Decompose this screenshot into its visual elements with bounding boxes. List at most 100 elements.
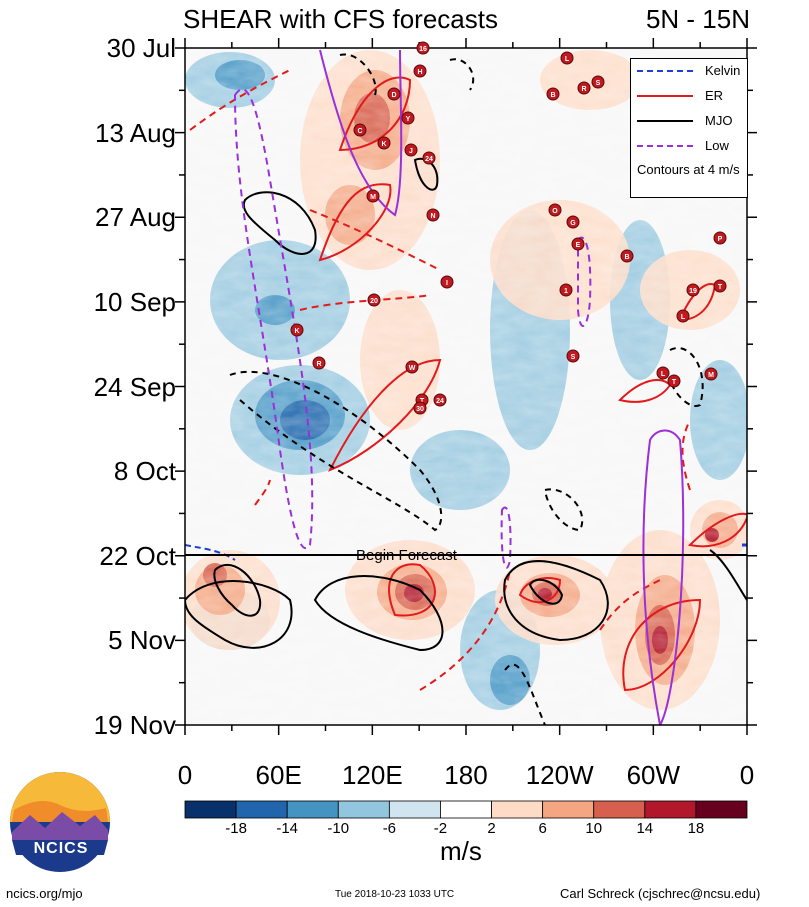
timestamp: Tue 2018-10-23 1033 UTC [335, 889, 455, 900]
storm-marker-icon [620, 249, 634, 263]
ncics-logo [10, 772, 110, 872]
storm-marker-label: 30 [416, 406, 424, 413]
storm-marker-icon [548, 203, 562, 217]
storm-marker-icon [591, 75, 605, 89]
storm-marker-label: L [661, 371, 666, 378]
y-tick-label: 22 Oct [99, 540, 176, 571]
storm-marker-label: W [409, 365, 416, 372]
y-tick-label: 19 Nov [93, 710, 176, 740]
storm-marker-label: S [571, 354, 576, 361]
storm-marker: M [366, 189, 380, 203]
x-tick-label: 120W [525, 760, 594, 790]
low-line-swatch [637, 145, 693, 147]
storm-marker-icon [401, 111, 415, 125]
storm-marker: K [290, 323, 304, 337]
units-label: m/s [440, 836, 482, 866]
x-tick-label: 0 [739, 760, 755, 790]
colorbar-swatch [695, 800, 748, 819]
storm-marker-label: N [430, 213, 435, 220]
storm-marker: 19 [686, 283, 700, 297]
latitude-band: 5N - 15N [645, 4, 750, 34]
kelvin-line-swatch [637, 70, 693, 72]
storm-marker-icon [413, 64, 427, 78]
storm-marker-icon [366, 189, 380, 203]
colorbar-label: 14 [636, 820, 654, 837]
colorbar-label: -18 [225, 820, 247, 837]
storm-marker-label: E [576, 242, 581, 249]
storm-marker-icon [566, 349, 580, 363]
storm-marker-label: B [550, 92, 555, 99]
storm-marker: T [713, 279, 727, 293]
storm-marker-label: 19 [689, 288, 697, 295]
storm-marker-label: K [294, 328, 299, 335]
colorbar-swatch [286, 800, 339, 819]
site-url[interactable]: ncics.org/mjo [6, 886, 83, 901]
storm-marker-label: R [316, 361, 321, 368]
storm-marker: 16 [416, 41, 430, 55]
storm-marker: 20 [367, 293, 381, 307]
mjo-line-swatch [637, 120, 693, 122]
storm-marker: R [312, 356, 326, 370]
colorbar-swatch [388, 800, 441, 819]
storm-marker: 1 [559, 283, 573, 297]
colorbar-label: -6 [382, 820, 397, 837]
storm-marker-label: Y [406, 116, 411, 123]
legend-item-er: ER [637, 86, 747, 106]
legend: Kelvin ER MJO Low Contours at 4 m/s [630, 58, 748, 198]
colorbar-swatch [644, 800, 697, 819]
chart-title: SHEAR with CFS forecasts [183, 4, 498, 34]
legend-item-low: Low [637, 136, 747, 156]
storm-marker: T [667, 374, 681, 388]
storm-marker-label: 24 [425, 156, 433, 163]
storm-marker-label: 1 [564, 288, 568, 295]
storm-marker: L [676, 309, 690, 323]
storm-marker: N [426, 208, 440, 222]
storm-marker-icon [440, 275, 454, 289]
storm-marker: R [577, 81, 591, 95]
storm-marker-icon [546, 87, 560, 101]
storm-marker-icon [413, 401, 427, 415]
storm-marker-label: H [417, 69, 422, 76]
colorbar-label: -10 [327, 820, 350, 837]
storm-marker-icon [704, 367, 718, 381]
x-tick-label: 60W [626, 760, 681, 790]
storm-marker-label: J [409, 148, 413, 155]
storm-marker-label: T [718, 284, 723, 291]
er-line-swatch [637, 95, 693, 97]
legend-label: Kelvin [705, 63, 741, 78]
storm-marker-icon [405, 360, 419, 374]
storm-marker-label: M [370, 194, 376, 201]
colorbar-swatch [184, 800, 237, 819]
storm-marker: S [591, 75, 605, 89]
legend-label: MJO [705, 113, 733, 128]
storm-marker-label: 16 [419, 46, 427, 53]
storm-marker: C [353, 123, 367, 137]
storm-marker-label: T [420, 398, 425, 405]
storm-marker-icon [577, 81, 591, 95]
x-tick-label: 0 [177, 760, 193, 790]
storm-marker-icon [312, 356, 326, 370]
storm-marker-icon [656, 366, 670, 380]
storm-marker-label: R [581, 86, 586, 93]
y-tick-label: 13 Aug [95, 117, 176, 148]
y-tick-label: 27 Aug [95, 202, 176, 233]
storm-marker-label: L [565, 56, 570, 63]
storm-marker: G [566, 215, 580, 229]
storm-marker-label: P [718, 236, 723, 243]
storm-marker-icon [426, 208, 440, 222]
storm-marker-icon [433, 393, 447, 407]
storm-marker: 24 [422, 151, 436, 165]
colorbar [184, 800, 748, 819]
colorbar-label: -2 [433, 820, 448, 837]
legend-label: ER [705, 88, 724, 103]
storm-marker: B [620, 249, 634, 263]
colorbar-swatch [491, 800, 544, 819]
colorbar-label: -14 [276, 820, 299, 837]
x-tick-label: 180 [444, 760, 488, 790]
storm-marker-label: I [446, 280, 448, 287]
storm-marker-icon [422, 151, 436, 165]
storm-marker-icon [676, 309, 690, 323]
storm-marker: I [440, 275, 454, 289]
storm-marker-icon [404, 143, 418, 157]
